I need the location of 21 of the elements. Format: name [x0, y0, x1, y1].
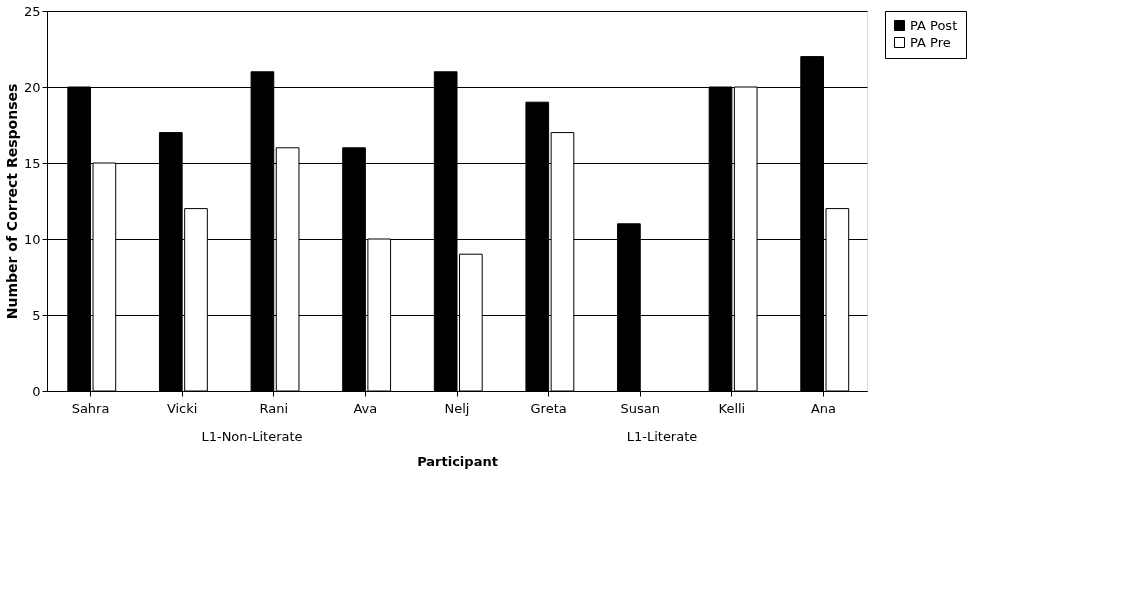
x-tick-label: Rani — [259, 400, 289, 416]
text: L1-Non-Literate — [201, 429, 303, 444]
x-tick-label: Ava — [353, 400, 378, 416]
legend-label: PA Pre — [910, 34, 951, 50]
x-tick-label: Greta — [530, 400, 567, 416]
x-tick-label: Susan — [620, 400, 660, 416]
y-axis-title: Number of Correct Responses — [3, 83, 20, 320]
x-tick-label: Nelj — [444, 400, 470, 416]
y-tick-label: 15 — [23, 155, 41, 171]
text: L1-Literate — [626, 429, 698, 444]
y-tick-label: 0 — [32, 383, 41, 399]
x-tick-label: Vicki — [166, 400, 198, 416]
y-tick-label: 5 — [32, 307, 41, 323]
y-tick-label: 20 — [23, 79, 41, 95]
y-tick-label: 25 — [23, 3, 41, 19]
x-tick-label: Sahra — [71, 400, 110, 416]
x-tick-label: Kelli — [718, 400, 746, 416]
y-tick-label: 10 — [23, 231, 41, 247]
x-axis-title: Participant — [417, 453, 498, 469]
legend-label: PA Post — [910, 17, 958, 33]
x-tick-label: Ana — [810, 400, 837, 416]
